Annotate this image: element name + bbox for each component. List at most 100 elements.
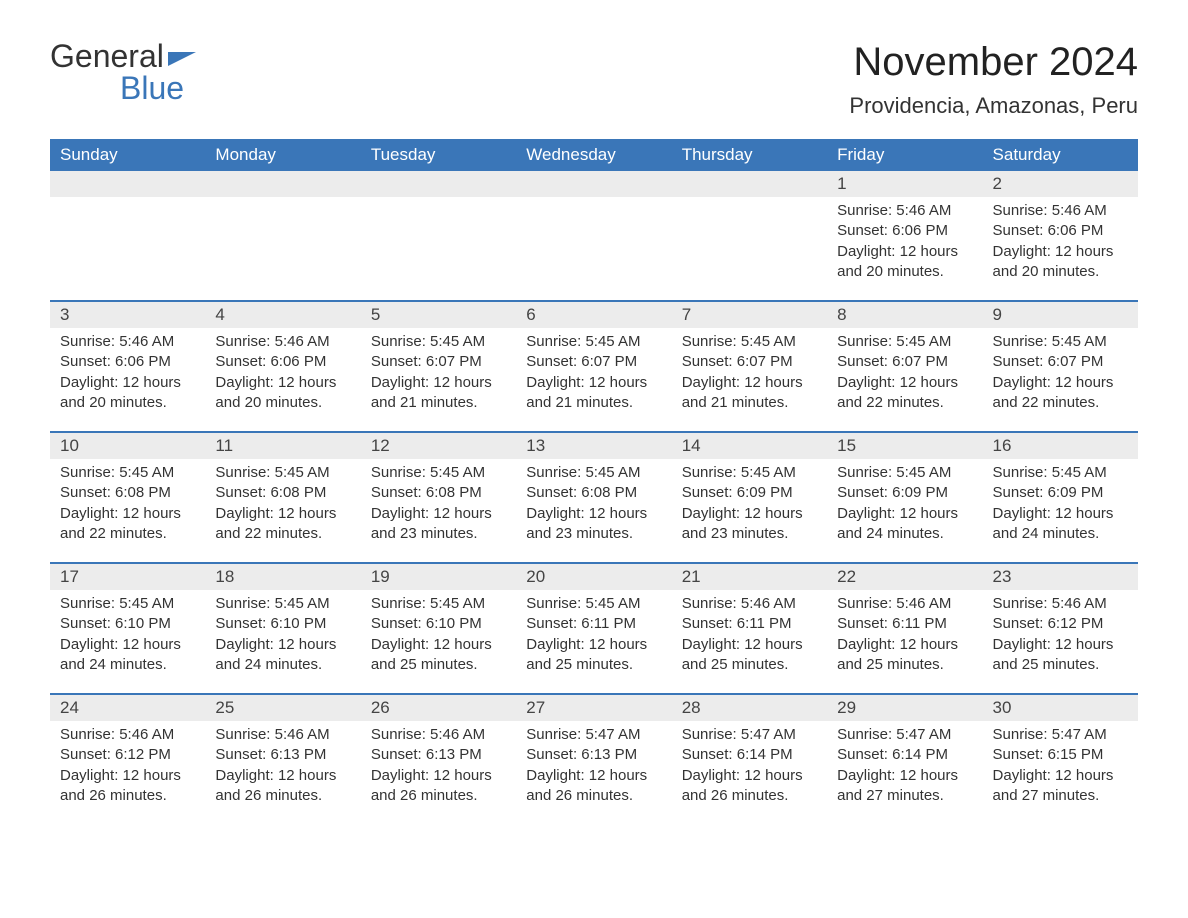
day-content-cell: Sunrise: 5:46 AMSunset: 6:12 PMDaylight:…	[50, 721, 205, 824]
day-number-cell: 14	[672, 432, 827, 459]
day-number-cell: 22	[827, 563, 982, 590]
sunset-line: Sunset: 6:09 PM	[837, 483, 972, 503]
weekday-header: Monday	[205, 139, 360, 171]
daylight-line: Daylight: 12 hours and 24 minutes.	[215, 635, 350, 676]
sunrise-line: Sunrise: 5:45 AM	[526, 332, 661, 352]
sunset-line: Sunset: 6:06 PM	[215, 352, 350, 372]
sunset-line: Sunset: 6:09 PM	[682, 483, 817, 503]
day-number-cell: 5	[361, 301, 516, 328]
weekday-header: Tuesday	[361, 139, 516, 171]
daylight-line: Daylight: 12 hours and 21 minutes.	[682, 373, 817, 414]
sunrise-line: Sunrise: 5:47 AM	[837, 725, 972, 745]
day-content-cell: Sunrise: 5:45 AMSunset: 6:07 PMDaylight:…	[983, 328, 1138, 432]
day-number-cell: 27	[516, 694, 671, 721]
day-number-row: 3456789	[50, 301, 1138, 328]
day-content-cell: Sunrise: 5:45 AMSunset: 6:11 PMDaylight:…	[516, 590, 671, 694]
sunset-line: Sunset: 6:06 PM	[837, 221, 972, 241]
daylight-line: Daylight: 12 hours and 25 minutes.	[371, 635, 506, 676]
sunrise-line: Sunrise: 5:45 AM	[215, 594, 350, 614]
sunset-line: Sunset: 6:07 PM	[837, 352, 972, 372]
daylight-line: Daylight: 12 hours and 23 minutes.	[682, 504, 817, 545]
sunrise-line: Sunrise: 5:46 AM	[215, 725, 350, 745]
month-title: November 2024	[849, 40, 1138, 85]
day-number-cell: 13	[516, 432, 671, 459]
sunrise-line: Sunrise: 5:45 AM	[60, 463, 195, 483]
day-content-cell: Sunrise: 5:47 AMSunset: 6:15 PMDaylight:…	[983, 721, 1138, 824]
sunset-line: Sunset: 6:07 PM	[526, 352, 661, 372]
sunset-line: Sunset: 6:08 PM	[526, 483, 661, 503]
calendar-table: SundayMondayTuesdayWednesdayThursdayFrid…	[50, 139, 1138, 824]
header: General Blue November 2024 Providencia, …	[50, 40, 1138, 119]
sunset-line: Sunset: 6:07 PM	[993, 352, 1128, 372]
sunrise-line: Sunrise: 5:47 AM	[682, 725, 817, 745]
daylight-line: Daylight: 12 hours and 20 minutes.	[215, 373, 350, 414]
sunrise-line: Sunrise: 5:46 AM	[993, 201, 1128, 221]
sunset-line: Sunset: 6:13 PM	[526, 745, 661, 765]
sunset-line: Sunset: 6:15 PM	[993, 745, 1128, 765]
day-number-cell: 15	[827, 432, 982, 459]
day-content-cell	[672, 197, 827, 301]
day-content-cell: Sunrise: 5:45 AMSunset: 6:10 PMDaylight:…	[205, 590, 360, 694]
sunrise-line: Sunrise: 5:45 AM	[60, 594, 195, 614]
day-content-cell: Sunrise: 5:45 AMSunset: 6:10 PMDaylight:…	[50, 590, 205, 694]
day-content-cell: Sunrise: 5:46 AMSunset: 6:06 PMDaylight:…	[205, 328, 360, 432]
day-content-cell: Sunrise: 5:47 AMSunset: 6:13 PMDaylight:…	[516, 721, 671, 824]
day-number-cell: 4	[205, 301, 360, 328]
day-content-cell: Sunrise: 5:47 AMSunset: 6:14 PMDaylight:…	[827, 721, 982, 824]
sunset-line: Sunset: 6:13 PM	[215, 745, 350, 765]
daylight-line: Daylight: 12 hours and 26 minutes.	[526, 766, 661, 807]
sunrise-line: Sunrise: 5:45 AM	[371, 594, 506, 614]
daylight-line: Daylight: 12 hours and 26 minutes.	[215, 766, 350, 807]
daylight-line: Daylight: 12 hours and 21 minutes.	[371, 373, 506, 414]
day-content-cell: Sunrise: 5:45 AMSunset: 6:08 PMDaylight:…	[361, 459, 516, 563]
sunset-line: Sunset: 6:09 PM	[993, 483, 1128, 503]
daylight-line: Daylight: 12 hours and 22 minutes.	[993, 373, 1128, 414]
day-content-cell: Sunrise: 5:46 AMSunset: 6:13 PMDaylight:…	[205, 721, 360, 824]
sunrise-line: Sunrise: 5:46 AM	[60, 332, 195, 352]
logo-top: General	[50, 40, 196, 72]
logo-triangle-icon	[168, 52, 196, 66]
day-content-cell: Sunrise: 5:45 AMSunset: 6:07 PMDaylight:…	[672, 328, 827, 432]
day-number-cell: 9	[983, 301, 1138, 328]
sunrise-line: Sunrise: 5:46 AM	[837, 594, 972, 614]
sunset-line: Sunset: 6:10 PM	[371, 614, 506, 634]
sunset-line: Sunset: 6:12 PM	[60, 745, 195, 765]
sunrise-line: Sunrise: 5:45 AM	[371, 463, 506, 483]
calendar-head: SundayMondayTuesdayWednesdayThursdayFrid…	[50, 139, 1138, 171]
sunrise-line: Sunrise: 5:47 AM	[526, 725, 661, 745]
day-content-cell: Sunrise: 5:46 AMSunset: 6:11 PMDaylight:…	[672, 590, 827, 694]
sunset-line: Sunset: 6:08 PM	[371, 483, 506, 503]
sunset-line: Sunset: 6:08 PM	[60, 483, 195, 503]
day-content-cell	[205, 197, 360, 301]
daylight-line: Daylight: 12 hours and 22 minutes.	[60, 504, 195, 545]
day-content-cell: Sunrise: 5:46 AMSunset: 6:12 PMDaylight:…	[983, 590, 1138, 694]
day-content-cell: Sunrise: 5:46 AMSunset: 6:11 PMDaylight:…	[827, 590, 982, 694]
day-number-cell: 28	[672, 694, 827, 721]
weekday-header: Saturday	[983, 139, 1138, 171]
sunset-line: Sunset: 6:11 PM	[682, 614, 817, 634]
daylight-line: Daylight: 12 hours and 24 minutes.	[993, 504, 1128, 545]
day-number-cell	[50, 171, 205, 197]
day-number-cell	[205, 171, 360, 197]
sunrise-line: Sunrise: 5:45 AM	[371, 332, 506, 352]
daylight-line: Daylight: 12 hours and 26 minutes.	[371, 766, 506, 807]
daylight-line: Daylight: 12 hours and 25 minutes.	[993, 635, 1128, 676]
day-number-cell	[361, 171, 516, 197]
daylight-line: Daylight: 12 hours and 25 minutes.	[682, 635, 817, 676]
sunrise-line: Sunrise: 5:46 AM	[682, 594, 817, 614]
day-number-cell: 29	[827, 694, 982, 721]
day-content-cell: Sunrise: 5:45 AMSunset: 6:08 PMDaylight:…	[516, 459, 671, 563]
daylight-line: Daylight: 12 hours and 27 minutes.	[993, 766, 1128, 807]
sunrise-line: Sunrise: 5:45 AM	[993, 463, 1128, 483]
day-content-cell: Sunrise: 5:45 AMSunset: 6:08 PMDaylight:…	[50, 459, 205, 563]
daylight-line: Daylight: 12 hours and 21 minutes.	[526, 373, 661, 414]
day-content-cell	[516, 197, 671, 301]
day-content-cell: Sunrise: 5:45 AMSunset: 6:09 PMDaylight:…	[827, 459, 982, 563]
day-number-cell: 26	[361, 694, 516, 721]
day-number-cell: 19	[361, 563, 516, 590]
day-content-cell: Sunrise: 5:46 AMSunset: 6:13 PMDaylight:…	[361, 721, 516, 824]
daylight-line: Daylight: 12 hours and 20 minutes.	[993, 242, 1128, 283]
day-content-cell: Sunrise: 5:45 AMSunset: 6:08 PMDaylight:…	[205, 459, 360, 563]
day-content-row: Sunrise: 5:45 AMSunset: 6:10 PMDaylight:…	[50, 590, 1138, 694]
day-number-row: 24252627282930	[50, 694, 1138, 721]
